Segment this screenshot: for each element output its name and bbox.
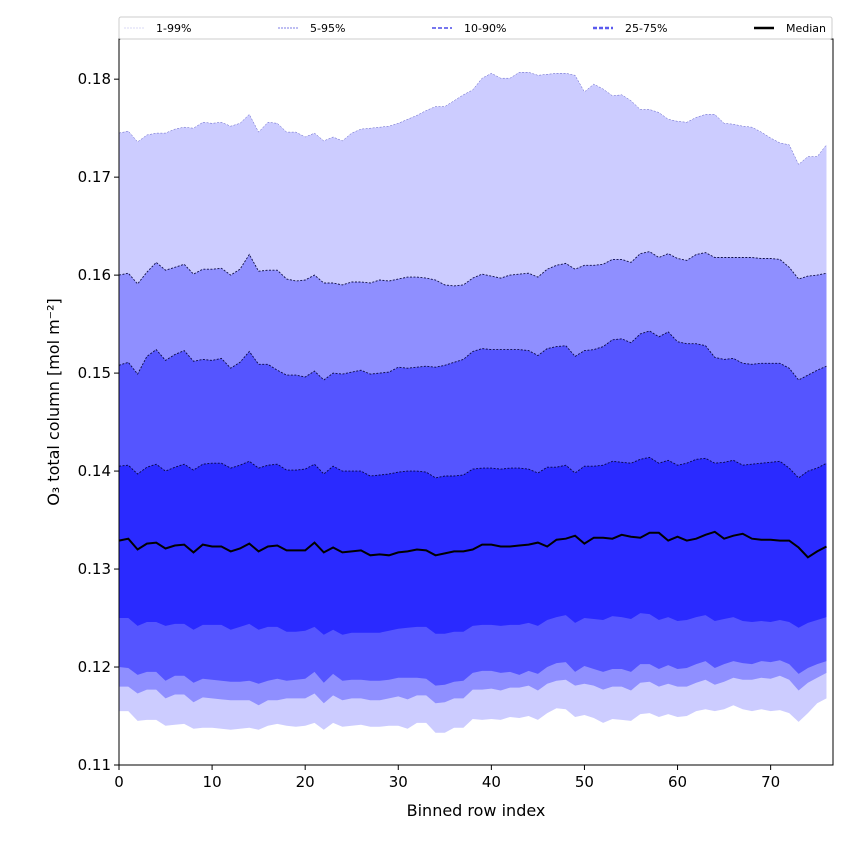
legend-item: 25-75% — [593, 22, 667, 35]
legend-label: 1-99% — [156, 22, 191, 35]
legend-item: Median — [754, 22, 826, 35]
x-axis-ticks: 0 10 20 30 40 50 60 70 — [114, 765, 780, 791]
x-tick-label: 50 — [575, 773, 594, 791]
y-tick-label: 0.11 — [78, 756, 111, 774]
legend-label: 10-90% — [464, 22, 506, 35]
edge-line-p99 — [118, 72, 827, 165]
legend-frame — [118, 16, 833, 40]
legend-label: 25-75% — [625, 22, 667, 35]
y-axis-label: O₃ total column [mol m⁻²] — [44, 298, 63, 506]
y-tick-label: 0.12 — [78, 658, 111, 676]
x-tick-label: 70 — [761, 773, 780, 791]
percentile-bands — [119, 72, 827, 733]
legend: 1-99% 5-95% 10-90% 25-75% Median — [118, 16, 833, 40]
x-tick-label: 10 — [203, 773, 222, 791]
x-tick-label: 40 — [482, 773, 501, 791]
legend-item: 10-90% — [432, 22, 506, 35]
legend-label: Median — [786, 22, 826, 35]
edge-line-p75 — [118, 456, 827, 479]
legend-item: 5-95% — [278, 22, 345, 35]
band-p25-p75 — [119, 457, 827, 635]
y-tick-label: 0.13 — [78, 560, 111, 578]
x-tick-label: 60 — [668, 773, 687, 791]
y-tick-label: 0.15 — [78, 364, 111, 382]
edge-line-p90 — [118, 330, 827, 381]
percentile-edge-lines — [118, 72, 827, 479]
y-tick-label: 0.18 — [78, 70, 111, 88]
y-tick-label: 0.16 — [78, 266, 111, 284]
x-tick-label: 30 — [389, 773, 408, 791]
y-tick-label: 0.17 — [78, 168, 111, 186]
legend-item: 1-99% — [124, 22, 191, 35]
x-tick-label: 0 — [114, 773, 124, 791]
x-axis-label: Binned row index — [407, 801, 546, 820]
y-axis-ticks: 0.11 0.12 0.13 0.14 0.15 0.16 0.17 0.18 — [78, 70, 119, 774]
median-line — [118, 530, 827, 559]
x-tick-label: 20 — [296, 773, 315, 791]
y-tick-label: 0.14 — [78, 462, 111, 480]
legend-label: 5-95% — [310, 22, 345, 35]
edge-line-p95 — [118, 251, 827, 287]
